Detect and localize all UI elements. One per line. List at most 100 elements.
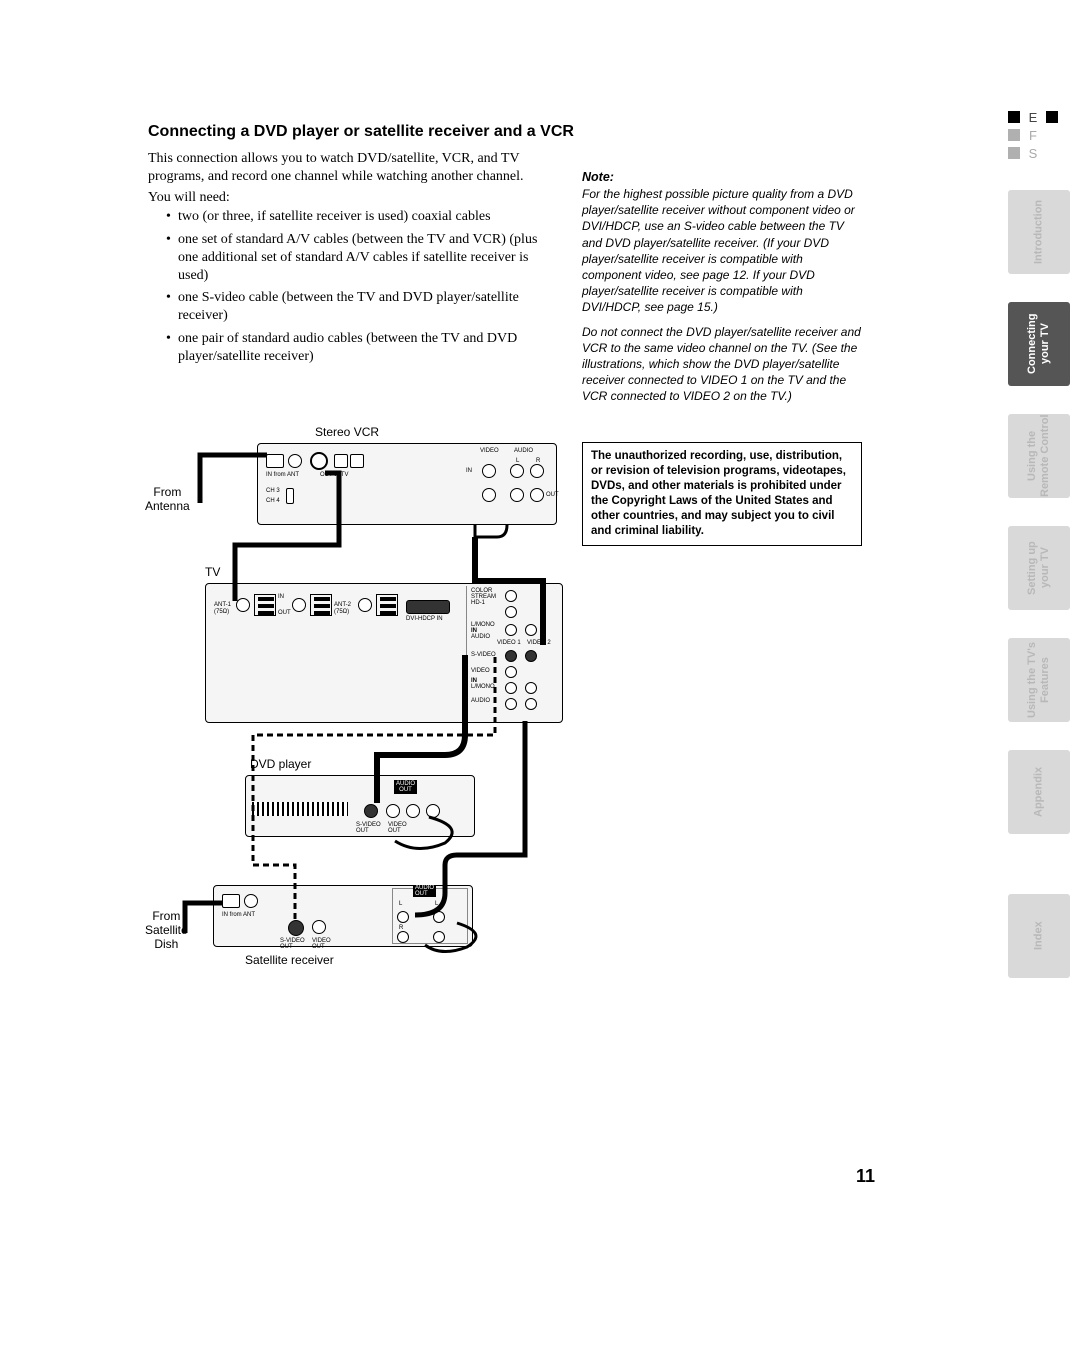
lang-marker-icon (1008, 111, 1020, 123)
port-icon (433, 931, 445, 943)
port-icon (426, 804, 440, 818)
tab-index: Index (1008, 894, 1070, 978)
tab-setting-up: Setting up your TV (1008, 526, 1070, 610)
label-tv: TV (205, 565, 220, 579)
port-label: ANT-2 (334, 602, 351, 608)
port-label: DVI-HDCP IN (406, 616, 443, 622)
port-label: AUDIO OUT (413, 885, 436, 897)
port-label: IN (466, 468, 472, 474)
port-label: IN (471, 678, 477, 684)
port-label: L (399, 901, 402, 907)
port-label: AUDIO (514, 448, 533, 454)
port-icon (397, 911, 409, 923)
lang-marker-icon (1008, 147, 1020, 159)
port-icon (397, 931, 409, 943)
label-dvd: DVD player (250, 757, 311, 771)
lang-marker-icon (1046, 147, 1058, 159)
port-icon (288, 454, 302, 468)
label-from-antenna: From Antenna (145, 485, 190, 513)
section-heading: Connecting a DVD player or satellite rec… (148, 122, 868, 142)
label-satellite-receiver: Satellite receiver (245, 953, 334, 967)
port-label: (75Ω) (214, 609, 229, 615)
port-label: S-VIDEO OUT (280, 938, 305, 950)
port-icon (505, 606, 517, 618)
note-title: Note: (582, 170, 862, 184)
port-label: VIDEO 1 (497, 640, 521, 646)
tab-label: Setting up your TV (1026, 541, 1052, 595)
satellite-box: IN from ANT S-VIDEO OUT VIDEO OUT AUDIO … (213, 885, 473, 947)
port-icon (505, 682, 517, 694)
intro-paragraph: This connection allows you to watch DVD/… (148, 150, 568, 186)
port-label: IN from ANT (222, 912, 255, 918)
vent-icon (252, 802, 348, 816)
tab-remote: Using the Remote Control (1008, 414, 1070, 498)
needs-list: two (or three, if satellite receiver is … (148, 208, 558, 366)
label-stereo-vcr: Stereo VCR (315, 425, 379, 439)
tv-box: ANT-1 (75Ω) IN OUT ANT-2 (75Ω) DVI-HDCP … (205, 583, 563, 723)
port-icon (364, 804, 378, 818)
port-icon (505, 624, 517, 636)
lang-marker-icon (1008, 129, 1020, 141)
dvi-port-icon (406, 600, 450, 614)
port-label: AUDIO (471, 698, 490, 704)
port-icon (334, 454, 348, 468)
port-icon (530, 464, 544, 478)
note-paragraph: For the highest possible picture quality… (582, 186, 862, 316)
note-column: Note: For the highest possible picture q… (582, 170, 862, 546)
splitter-icon (254, 594, 276, 616)
port-icon (525, 650, 537, 662)
connection-diagram: Stereo VCR IN from ANT OUT to TV CH 3 CH… (145, 425, 575, 1005)
port-label: VIDEO OUT (312, 938, 331, 950)
port-icon (433, 911, 445, 923)
port-label: VIDEO OUT (388, 822, 407, 834)
tab-appendix: Appendix (1008, 750, 1070, 834)
list-item: two (or three, if satellite receiver is … (166, 208, 558, 226)
list-item: one set of standard A/V cables (between … (166, 231, 558, 286)
port-label: VIDEO (480, 448, 499, 454)
port-label: ANT-1 (214, 602, 231, 608)
port-icon (358, 598, 372, 612)
port-icon (292, 598, 306, 612)
port-icon (406, 804, 420, 818)
side-tabs: E F S Introduction Connecting your TV Us… (1008, 108, 1080, 978)
switch-icon (286, 488, 294, 504)
lang-letter: E (1026, 110, 1040, 125)
port-label: OUT to TV (320, 472, 348, 478)
port-icon (510, 488, 524, 502)
tab-label: Introduction (1032, 200, 1045, 264)
port-icon (482, 488, 496, 502)
tab-connecting: Connecting your TV (1008, 302, 1070, 386)
port-icon (505, 666, 517, 678)
port-icon (244, 894, 258, 908)
lang-row: E (1008, 108, 1080, 126)
lang-row: F (1008, 126, 1080, 144)
port-label: S-VIDEO OUT (356, 822, 381, 834)
tab-label: Appendix (1032, 767, 1045, 817)
port-icon (288, 920, 304, 936)
tab-label: Index (1032, 922, 1045, 951)
label-from-satellite: From Satellite Dish (145, 909, 188, 951)
port-icon (236, 598, 250, 612)
tab-label: Using the Remote Control (1026, 415, 1052, 498)
lang-letter: S (1026, 146, 1040, 161)
port-label: IN (471, 628, 477, 634)
tab-label: Connecting your TV (1026, 314, 1052, 375)
port-icon (482, 464, 496, 478)
port-label: AUDIO OUT (394, 780, 417, 794)
splitter-icon (376, 594, 398, 616)
port-icon (505, 590, 517, 602)
port-icon (386, 804, 400, 818)
port-label: IN from ANT (266, 472, 299, 478)
page-number: 11 (856, 1166, 875, 1187)
lang-marker-icon (1046, 129, 1058, 141)
list-item: one S-video cable (between the TV and DV… (166, 289, 558, 325)
port-icon (525, 624, 537, 636)
port-label: IN (278, 594, 284, 600)
port-label: (75Ω) (334, 609, 349, 615)
port-icon (525, 698, 537, 710)
port-icon (222, 894, 240, 908)
lang-marker-icon (1046, 111, 1058, 123)
sat-audio-panel: AUDIO OUT L L R (392, 888, 468, 944)
port-icon (510, 464, 524, 478)
port-label: VIDEO 2 (527, 640, 551, 646)
